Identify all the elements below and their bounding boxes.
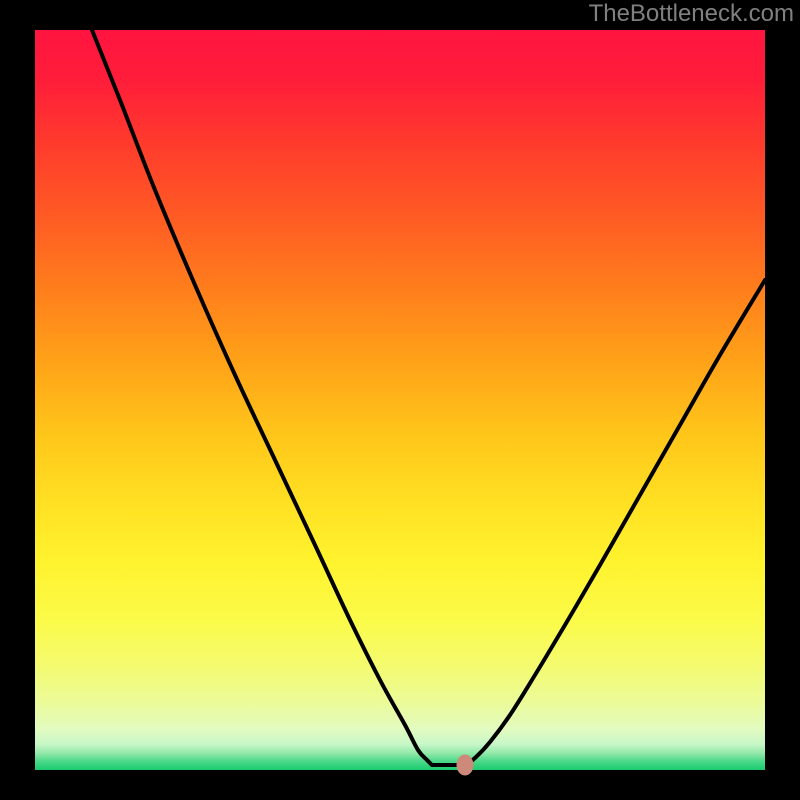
watermark-text: TheBottleneck.com — [589, 0, 794, 28]
chart-gradient-background — [35, 30, 765, 770]
bottleneck-chart — [0, 0, 800, 800]
optimal-point-marker — [457, 755, 473, 775]
chart-container: { "watermark": { "text": "TheBottleneck.… — [0, 0, 800, 800]
